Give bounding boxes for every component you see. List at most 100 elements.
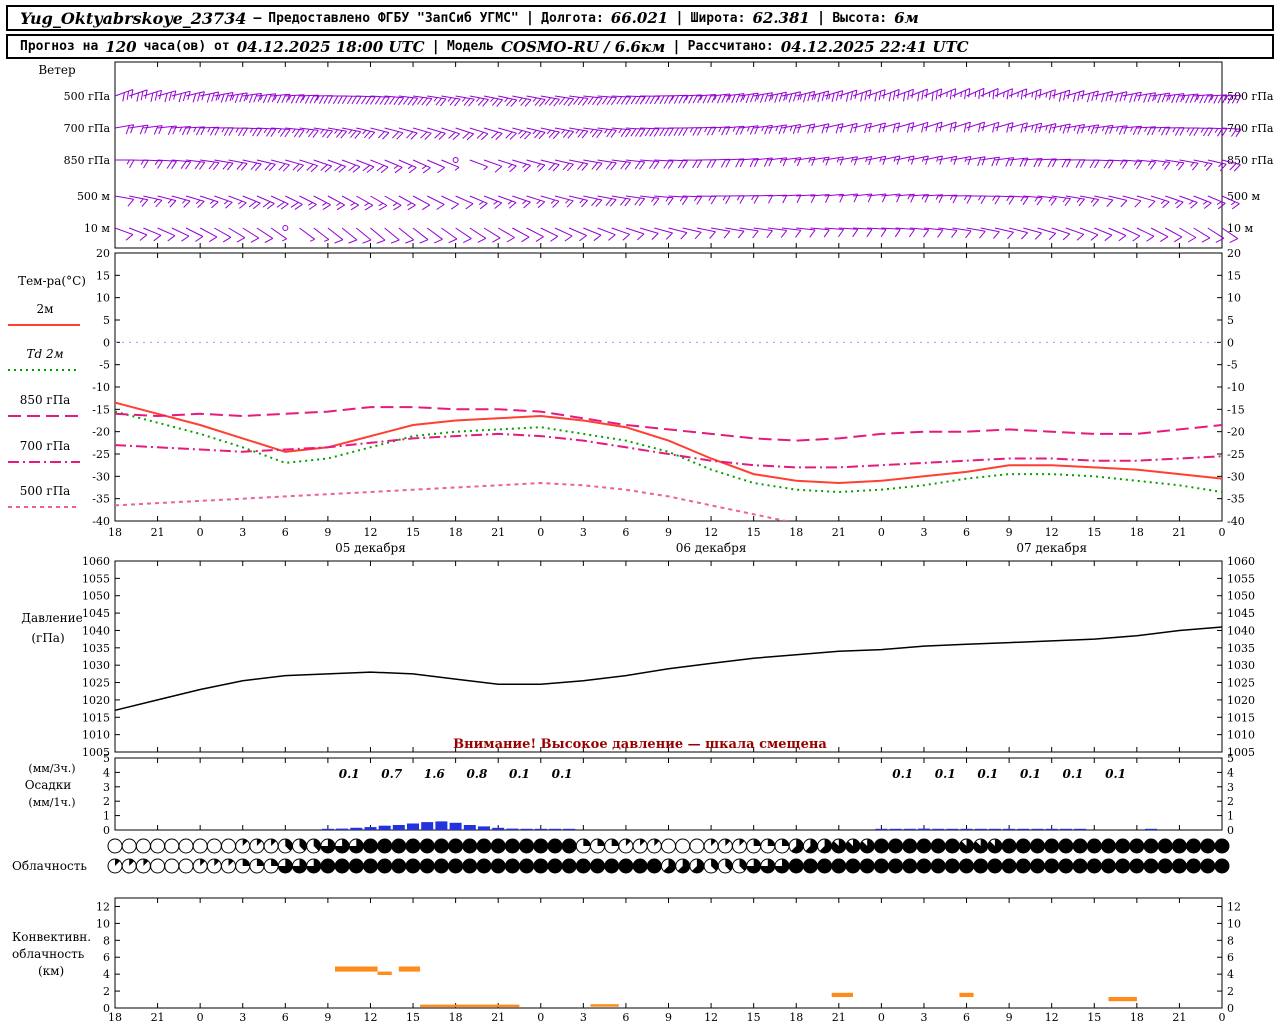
svg-text:0.1: 0.1: [552, 767, 573, 781]
time-axis: 18 21 0 3 6 9 12 15 18 21 0 3 6 9 12 15 18 21 0 3 6 9 12 15 18 21…: [108, 526, 1226, 555]
svg-text:15: 15: [406, 526, 420, 539]
svg-text:6: 6: [963, 526, 970, 539]
svg-text:-5: -5: [99, 359, 110, 372]
svg-text:1010: 1010: [1227, 729, 1255, 742]
svg-text:10: 10: [1227, 917, 1241, 930]
svg-text:9: 9: [1006, 526, 1013, 539]
svg-text:1050: 1050: [1227, 590, 1255, 603]
svg-text:8: 8: [103, 934, 110, 947]
svg-text:Td 2м: Td 2м: [26, 347, 63, 361]
svg-text:1045: 1045: [1227, 607, 1255, 620]
svg-text:1060: 1060: [1227, 555, 1255, 568]
svg-text:15: 15: [747, 1011, 761, 1024]
svg-text:2: 2: [1227, 985, 1234, 998]
svg-text:Давление: Давление: [21, 611, 83, 625]
svg-text:9: 9: [665, 526, 672, 539]
svg-text:850 гПа: 850 гПа: [20, 393, 71, 407]
model-value: COSMO-RU / 6.6км: [500, 37, 666, 56]
svg-text:18: 18: [1130, 526, 1144, 539]
precipitation-panel: 0 01 12 23 34 45 5(мм/3ч.)Осадки(мм/1ч.)0.1 0.7…: [25, 752, 1234, 837]
svg-text:20: 20: [1227, 247, 1241, 260]
altitude-label: Высота:: [832, 10, 888, 26]
svg-text:4: 4: [103, 968, 110, 981]
svg-text:1030: 1030: [1227, 659, 1255, 672]
svg-text:-10: -10: [92, 381, 110, 394]
svg-text:Ветер: Ветер: [38, 63, 76, 77]
svg-text:6: 6: [963, 1011, 970, 1024]
svg-text:1: 1: [103, 810, 110, 823]
svg-text:0.1: 0.1: [1020, 767, 1041, 781]
temp-series-4: [115, 481, 791, 521]
svg-text:1040: 1040: [82, 624, 110, 637]
svg-text:6: 6: [622, 526, 629, 539]
calc-label: Рассчитано:: [687, 39, 774, 54]
svg-text:0: 0: [1227, 336, 1234, 349]
svg-text:15: 15: [1227, 269, 1241, 282]
svg-text:12: 12: [1045, 526, 1059, 539]
svg-text:18: 18: [449, 1011, 463, 1024]
svg-text:3: 3: [580, 1011, 587, 1024]
svg-text:1035: 1035: [82, 642, 110, 655]
svg-text:Облачность: Облачность: [12, 859, 87, 873]
svg-text:1055: 1055: [1227, 572, 1255, 585]
svg-text:0: 0: [878, 1011, 885, 1024]
svg-text:Внимание! Высокое давление — ш: Внимание! Высокое давление — шкала смеще…: [453, 737, 827, 752]
svg-text:15: 15: [406, 1011, 420, 1024]
svg-text:1.6: 1.6: [424, 767, 446, 781]
svg-text:500 м: 500 м: [77, 190, 110, 203]
header-dash: –: [253, 10, 262, 26]
svg-text:9: 9: [324, 1011, 331, 1024]
svg-text:-15: -15: [92, 403, 110, 416]
svg-text:5: 5: [103, 752, 110, 765]
station-name: Yug_Oktyabrskoye_23734: [20, 8, 247, 28]
svg-text:18: 18: [108, 526, 122, 539]
svg-text:0: 0: [1219, 526, 1226, 539]
model-label: Модель: [446, 39, 494, 54]
svg-text:1035: 1035: [1227, 642, 1255, 655]
svg-text:21: 21: [151, 526, 165, 539]
svg-text:0.8: 0.8: [466, 767, 488, 781]
svg-text:0.1: 0.1: [339, 767, 360, 781]
svg-text:12: 12: [1045, 1011, 1059, 1024]
svg-text:4: 4: [1227, 968, 1234, 981]
svg-text:1010: 1010: [82, 729, 110, 742]
forecast-start-time: 04.12.2025 18:00 UTC: [236, 37, 425, 56]
subheader-bar: Прогноз на 120 часа(ов) от 04.12.2025 18…: [6, 34, 1274, 59]
svg-text:3: 3: [239, 526, 246, 539]
svg-text:12: 12: [1227, 900, 1241, 913]
svg-text:-40: -40: [1227, 515, 1245, 528]
svg-text:10: 10: [1227, 292, 1241, 305]
svg-text:6: 6: [103, 951, 110, 964]
svg-text:10: 10: [96, 917, 110, 930]
latitude-value: 62.381: [752, 9, 810, 27]
svg-text:1020: 1020: [1227, 694, 1255, 707]
svg-text:06 декабря: 06 декабря: [676, 541, 747, 555]
svg-text:21: 21: [491, 1011, 505, 1024]
svg-text:-5: -5: [1227, 359, 1238, 372]
svg-text:12: 12: [704, 526, 718, 539]
svg-text:1015: 1015: [82, 711, 110, 724]
svg-text:3: 3: [239, 1011, 246, 1024]
svg-text:-30: -30: [92, 470, 110, 483]
temp-series-0: [115, 401, 1222, 485]
svg-text:0.1: 0.1: [935, 767, 956, 781]
separator: |: [816, 10, 826, 26]
svg-text:0: 0: [197, 1011, 204, 1024]
svg-text:15: 15: [747, 526, 761, 539]
temp-series-1: [115, 410, 1222, 494]
svg-text:2: 2: [103, 985, 110, 998]
svg-text:10: 10: [96, 292, 110, 305]
svg-text:0: 0: [197, 526, 204, 539]
svg-text:1025: 1025: [1227, 677, 1255, 690]
forecast-hours: 120: [105, 37, 137, 56]
svg-text:6: 6: [282, 1011, 289, 1024]
svg-text:облачность: облачность: [12, 947, 85, 961]
header-bar: Yug_Oktyabrskoye_23734 – Предоставлено Ф…: [6, 5, 1274, 31]
svg-text:18: 18: [789, 526, 803, 539]
temp-series-3: [115, 432, 1222, 469]
svg-text:6: 6: [622, 1011, 629, 1024]
pressure-panel: 1005 1005 1010 1010 1015 1015 1020 1020 1025 1025…: [21, 555, 1255, 759]
svg-text:-10: -10: [1227, 381, 1245, 394]
